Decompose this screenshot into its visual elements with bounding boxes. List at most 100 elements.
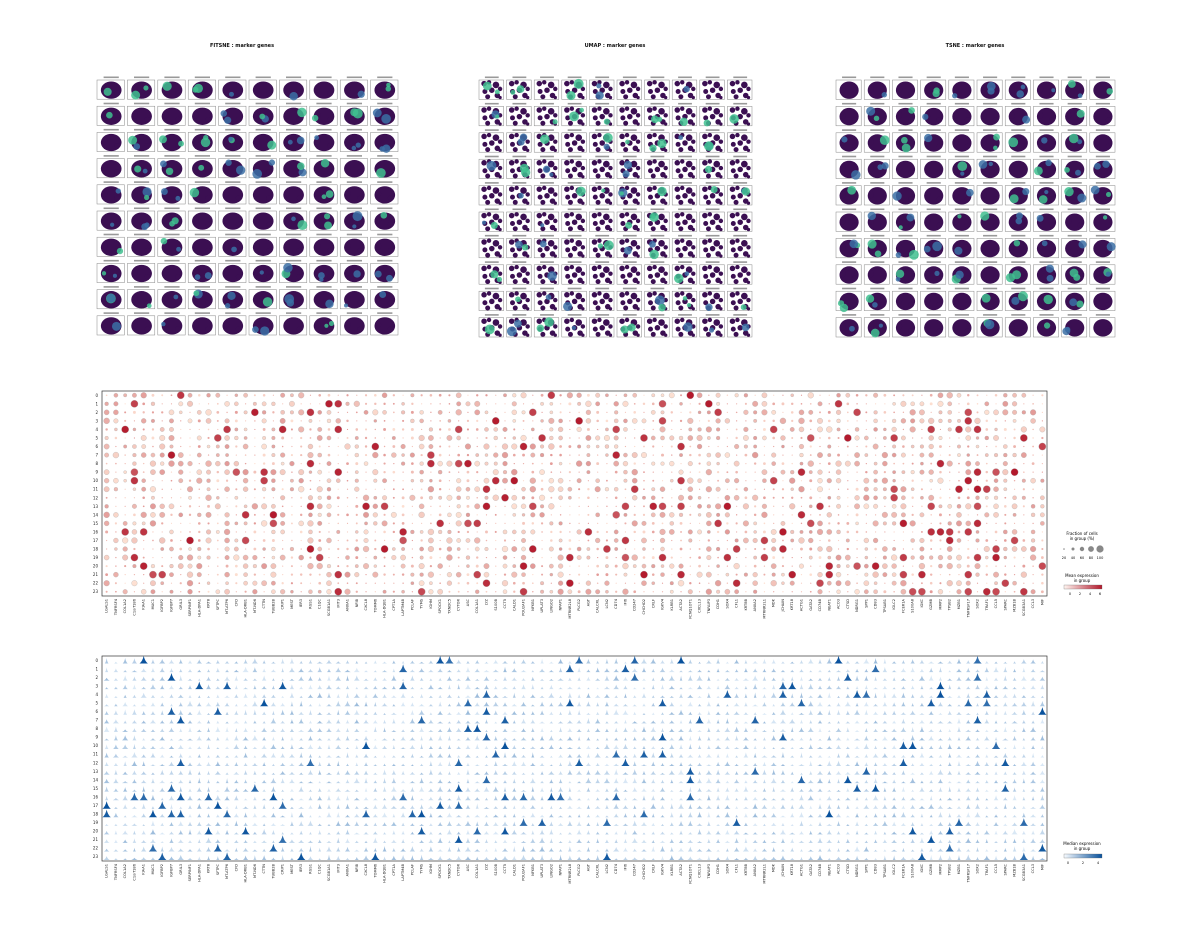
dot [576,392,582,398]
dot [512,529,517,535]
expression-highlight [566,90,576,101]
dot [901,435,906,441]
dot [661,522,664,525]
embedding-subplot [671,314,698,338]
embedding-cells [223,216,230,224]
dot [837,445,840,448]
dot [967,488,970,491]
dot [902,394,905,397]
dot [383,513,386,516]
dot [290,573,294,576]
embedding-cells [567,279,573,285]
dot [604,444,610,449]
embedding-cells [235,300,242,306]
dot [328,445,330,448]
subplot-title-mark [255,312,271,314]
dot [141,486,147,492]
dot [429,393,433,397]
embedding-subplot [279,233,308,257]
dot [365,488,367,490]
dot [955,485,963,493]
expression-highlight [898,225,903,230]
dot [476,531,478,533]
dot [495,548,497,550]
embedding-cells [540,147,546,153]
dot [429,564,433,568]
subplot-title-mark [377,128,393,131]
dot [104,504,109,509]
dot [522,453,525,457]
gene-tick-label: UPLAT3 [540,599,544,613]
dot [161,556,163,559]
embedding-cells [581,280,585,285]
dot [614,470,618,474]
dot [456,495,461,500]
embedding-cells [592,194,598,200]
dot [291,497,293,499]
subplot-title-mark [540,314,554,316]
dot [847,471,849,473]
dot [1032,437,1034,439]
dot [707,539,711,542]
embedding-cells [553,113,558,118]
embedding-cells [650,94,656,100]
embedding-cells [296,326,303,332]
dot [910,555,915,560]
dot [520,434,527,441]
expression-highlight [1094,162,1101,170]
dot [346,394,349,397]
dot [187,486,193,493]
expression-highlight [141,223,149,231]
embedding-cells [729,80,736,87]
subplot-title-mark [103,76,119,79]
embedding-cells [691,280,695,285]
dot [520,392,527,399]
expression-highlight [545,294,552,301]
embedding-cells [537,300,543,306]
expression-highlight [224,116,232,124]
dot [605,453,609,457]
expression-highlight [484,324,495,335]
dot [1041,436,1044,440]
embedding-cells [101,320,108,329]
dot [995,463,997,465]
embedding-cells [595,279,601,285]
dot [992,545,1000,553]
dot [430,522,432,525]
embedding-cells [571,166,578,173]
dot [354,470,359,474]
dot [519,562,528,570]
dot [161,403,163,405]
dot [1041,471,1043,473]
subplot-title-mark [225,76,241,79]
dot [529,486,536,493]
dot [745,556,747,559]
dot [476,556,479,559]
dot [643,411,645,413]
expression-highlight [865,294,875,303]
dot [474,400,481,407]
dot [260,468,268,476]
dot [476,419,479,423]
dot [733,563,740,570]
dot [263,514,265,516]
embedding-subplot [1089,208,1116,232]
dot [196,563,203,570]
embedding-cells [624,264,630,270]
embedding-subplot [589,102,615,127]
dot [448,445,451,448]
dot [374,539,377,542]
embedding-subplot [96,102,125,126]
dot [216,556,219,559]
subplot-title-mark [377,207,393,210]
dot [430,471,432,473]
embedding-cells [525,324,530,329]
dot [532,539,534,542]
dot [715,418,721,424]
dot [736,531,738,533]
embedding-cells [624,185,630,191]
embedding-subplot [339,312,368,336]
dot [847,505,849,508]
embedding-cells [482,168,488,174]
dot [613,529,619,535]
